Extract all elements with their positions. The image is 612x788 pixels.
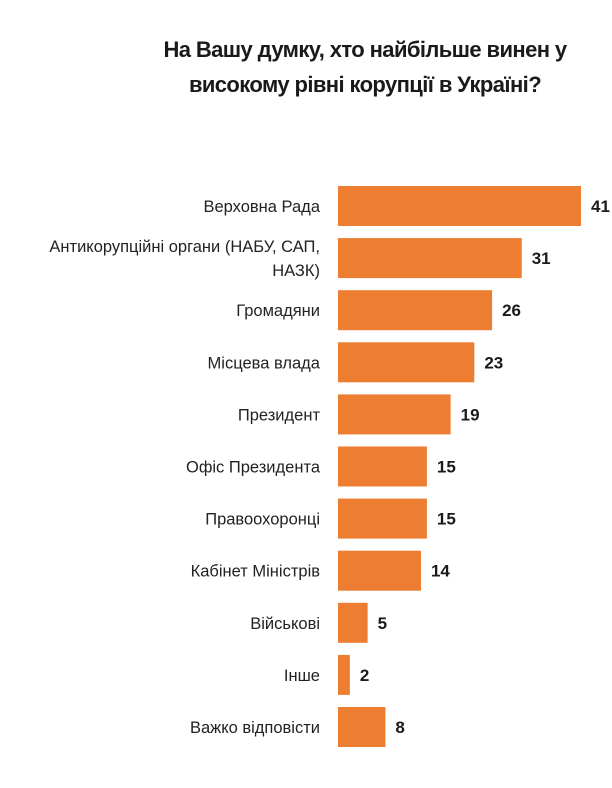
- data-label: 8: [395, 718, 404, 737]
- category-label: Офіс Президента: [186, 459, 321, 477]
- bar: [338, 654, 350, 695]
- bar: [338, 707, 386, 747]
- category-label: Громадяни: [236, 302, 320, 320]
- category-label: Інше: [284, 667, 320, 685]
- data-label: 19: [461, 405, 480, 424]
- category-label: Кабінет Міністрів: [191, 563, 321, 581]
- data-label: 14: [431, 562, 450, 581]
- data-label: 23: [484, 353, 503, 372]
- data-label: 15: [437, 458, 456, 477]
- bar: [338, 342, 475, 383]
- category-label: НАЗК): [272, 262, 320, 280]
- category-label: Правоохоронці: [205, 511, 320, 529]
- data-label: 15: [437, 510, 456, 529]
- bar: [338, 446, 427, 487]
- chart-title: На Вашу думку, хто найбільше винен у вис…: [120, 32, 610, 102]
- bar: [338, 394, 451, 435]
- category-label: Важко відповісти: [190, 719, 320, 737]
- bar: [338, 290, 493, 331]
- data-label: 41: [591, 197, 610, 216]
- bar: [338, 498, 427, 539]
- data-label: 31: [532, 249, 551, 268]
- bar: [338, 550, 421, 591]
- bar: [338, 186, 581, 226]
- category-label: Президент: [238, 406, 321, 424]
- category-label: Військові: [250, 615, 320, 633]
- title-line-1: На Вашу думку, хто найбільше винен у: [163, 37, 567, 62]
- category-label: Верховна Рада: [204, 198, 321, 216]
- data-label: 5: [378, 614, 387, 633]
- category-label: Антикорупційні органи (НАБУ, САП,: [49, 238, 320, 256]
- data-label: 2: [360, 666, 369, 685]
- title-line-2: високому рівні корупції в Україні?: [188, 72, 542, 97]
- bar: [338, 238, 522, 279]
- data-label: 26: [502, 301, 521, 320]
- category-label: Місцева влада: [208, 354, 321, 372]
- bar: [338, 602, 368, 643]
